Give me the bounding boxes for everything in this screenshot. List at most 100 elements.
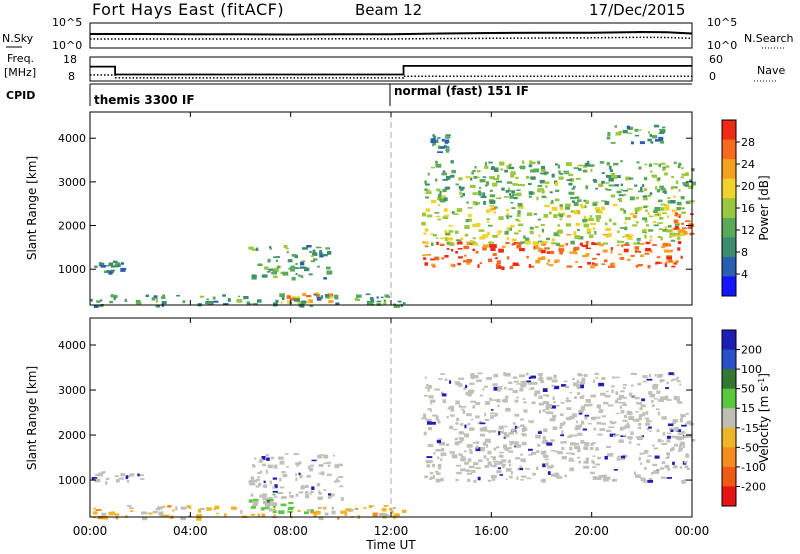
power-cell [495,263,499,268]
power-cell [678,162,682,166]
power-cell [445,134,451,137]
power-cell [595,187,599,190]
velocity-cell [492,383,498,386]
power-cell [458,185,461,190]
velocity-cell [661,442,667,445]
velocity-cell [435,449,441,452]
velocity-cell [606,429,612,432]
power-cell [458,256,463,259]
power-cell [452,264,456,268]
velocity-cell [252,500,259,505]
velocity-cell [607,404,614,407]
power-cell [517,183,522,186]
velocity-cell [393,515,399,518]
power-cell [308,299,313,304]
power-cell [662,229,668,232]
power-cell [459,191,462,195]
power-cell [474,176,480,179]
power-cell [585,253,590,257]
power-cell [645,242,651,244]
power-cell [610,247,613,251]
velocity-cell [445,443,450,446]
velocity-cell [335,480,340,483]
power-cell [300,275,304,278]
power-cell [424,228,429,232]
power-cell [423,257,427,260]
velocity-cell [437,438,443,441]
power-cell [549,202,554,205]
velocity-cell [516,426,520,429]
velocity-cell [172,509,175,512]
power-cell [448,230,454,233]
velocity-cell [98,515,104,520]
velocity-cell [615,412,620,415]
velocity-cell [120,472,125,477]
velocity-cell [534,390,541,395]
power-cell [316,297,322,301]
velocity-cell [547,465,552,469]
velocity-cell [510,471,513,475]
velocity-cell [581,377,586,382]
power-cell [574,235,581,240]
power-cell [110,265,116,268]
velocity-cell [267,499,270,503]
velocity-cell [248,481,255,486]
power-cell [509,265,514,269]
velocity-cell [278,510,282,514]
power-cell [384,294,389,298]
power-cell [634,246,640,250]
velocity-cell [639,407,643,411]
velocity-cell [654,397,658,400]
velocity-cell [618,395,625,399]
velocity-cell [542,436,546,440]
velocity-cell [334,464,339,469]
power-cell [639,207,642,211]
power-cell [647,138,652,142]
velocity-cell [497,386,503,390]
power-cell [534,247,541,250]
power-cell [577,168,582,171]
power-cell [540,169,546,172]
velocity-cell [498,431,501,436]
velocity-cell [432,414,438,417]
velocity-cell [480,446,485,451]
velocity-cell [473,479,477,483]
velocity-cell [611,385,615,388]
velocity-cell [667,454,670,458]
power-cell [455,251,458,254]
velocity-cell [618,439,624,443]
velocity-cell [460,423,464,426]
velocity-cell [580,408,584,411]
power-cell [617,230,620,234]
velocity-colorbar-label: 200 [741,344,762,357]
power-cell [455,183,459,186]
velocity-cell [307,465,311,470]
power-cell [456,241,463,245]
power-cell [456,208,463,212]
velocity-cell [279,477,282,482]
velocity-cell [634,418,640,422]
velocity-cell [561,384,567,387]
power-cell [648,131,651,134]
power-cell [685,200,691,204]
velocity-cell [476,441,479,445]
velocity-cell [678,449,682,452]
power-cell [660,203,666,206]
power-cell [498,216,504,220]
power-cell [464,233,469,237]
power-cell [320,295,324,299]
velocity-cell [315,511,321,514]
power-cell [485,184,488,187]
velocity-cell [487,450,492,455]
power-cell [635,210,638,215]
velocity-cell [159,513,162,517]
power-cell [486,221,490,223]
velocity-cell [273,508,276,511]
velocity-cell [576,420,578,424]
power-cell [619,257,625,260]
power-cell [466,259,473,263]
velocity-cell [513,380,520,383]
power-cell [511,207,516,209]
velocity-cell [612,376,615,379]
velocity-cell [608,426,615,429]
